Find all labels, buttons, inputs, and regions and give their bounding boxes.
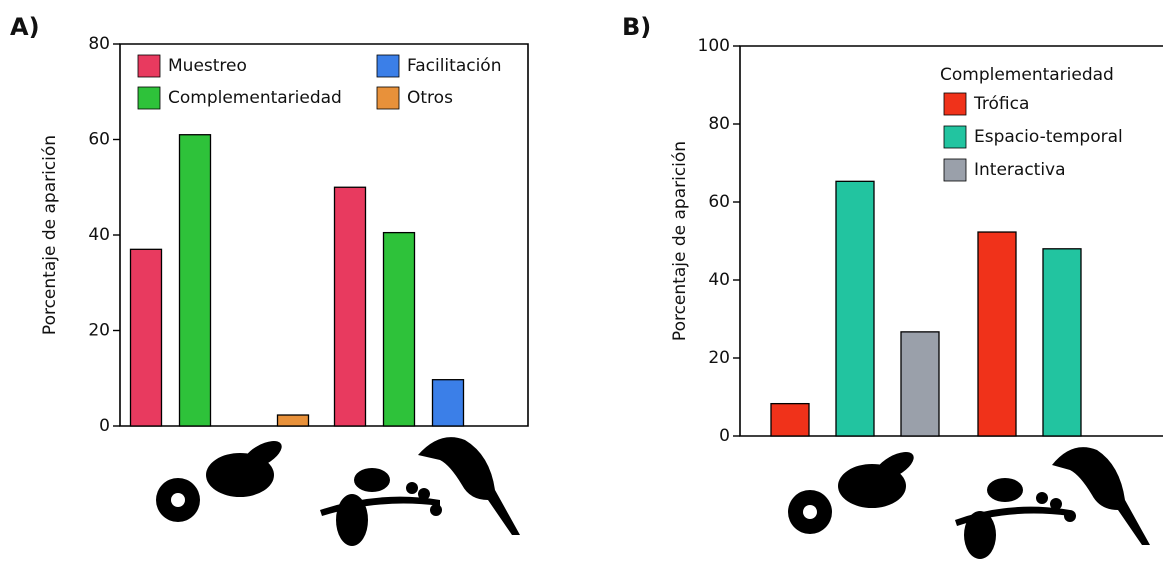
legend-label: Interactiva: [974, 160, 1066, 180]
y-tick-label: 40: [708, 270, 730, 290]
y-tick-label: 0: [99, 416, 110, 436]
bar: [770, 402, 810, 437]
bar: [276, 414, 310, 427]
bar: [382, 231, 416, 427]
legend-swatch: [943, 158, 967, 182]
y-tick-label: 80: [88, 34, 110, 54]
y-tick-label: 60: [88, 130, 110, 150]
panel-label: B): [622, 13, 651, 41]
bar: [431, 379, 465, 427]
legend-swatch: [376, 54, 400, 78]
legend-swatch: [137, 54, 161, 78]
legend-label: Otros: [407, 88, 453, 108]
legend-label: Muestreo: [168, 56, 247, 76]
y-tick-label: 0: [719, 426, 730, 446]
bar: [129, 248, 163, 427]
bar: [333, 186, 367, 427]
branch-icon: [320, 496, 440, 516]
y-axis-label: Porcentaje de aparición: [670, 141, 690, 341]
legend-swatch: [943, 125, 967, 149]
axes: [739, 45, 1163, 437]
legend-label: Espacio-temporal: [974, 127, 1123, 147]
legend-label: Complementariedad: [168, 88, 342, 108]
y-axis-label: Porcentaje de aparición: [40, 135, 60, 335]
bar: [977, 231, 1017, 437]
bar: [178, 134, 212, 427]
bird-icon: [418, 437, 520, 535]
legend-title: Complementariedad: [940, 65, 1114, 85]
panel-label: A): [10, 13, 40, 41]
legend-label: Trófica: [973, 94, 1029, 114]
axes: [119, 43, 529, 427]
bar: [1042, 248, 1082, 437]
legend-swatch: [137, 86, 161, 110]
bar: [835, 180, 875, 437]
bar: [900, 331, 940, 437]
y-tick-label: 40: [88, 225, 110, 245]
y-tick-label: 80: [708, 114, 730, 134]
silhouettes: [156, 437, 1150, 559]
legend-label: Facilitación: [407, 56, 501, 76]
y-tick-label: 100: [698, 36, 730, 56]
legend-swatch: [376, 86, 400, 110]
y-tick-label: 60: [708, 192, 730, 212]
y-tick-label: 20: [88, 321, 110, 341]
legend-swatch: [943, 92, 967, 116]
y-tick-label: 20: [708, 348, 730, 368]
